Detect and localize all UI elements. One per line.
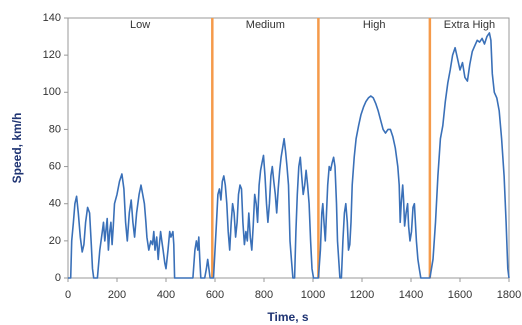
x-tick-label: 600 [206, 289, 224, 301]
speed-line [68, 32, 510, 279]
x-axis-title: Time, s [267, 310, 308, 324]
y-tick-label: 80 [49, 123, 61, 135]
x-tick-label: 1200 [350, 289, 374, 301]
x-tick-label: 0 [65, 289, 71, 301]
phase-label: Low [130, 19, 150, 31]
y-tick-label: 20 [49, 235, 61, 247]
y-tick-label: 140 [43, 12, 61, 24]
y-tick-label: 60 [49, 160, 61, 172]
x-tick-label: 1600 [448, 289, 472, 301]
x-tick-label: 800 [255, 289, 273, 301]
y-tick-label: 40 [49, 198, 61, 210]
x-tick-label: 200 [108, 289, 126, 301]
x-tick-label: 1000 [301, 289, 325, 301]
phase-label: Medium [246, 19, 285, 31]
phase-label: High [363, 19, 386, 31]
y-axis-title: Speed, km/h [10, 113, 24, 184]
x-tick-label: 1400 [399, 289, 423, 301]
y-tick-label: 0 [55, 272, 61, 284]
phase-label: Extra High [444, 19, 495, 31]
x-tick-label: 1800 [497, 289, 521, 301]
y-tick-label: 100 [43, 86, 61, 98]
y-tick-label: 120 [43, 49, 61, 61]
x-tick-label: 400 [157, 289, 175, 301]
plot-frame [67, 17, 510, 279]
